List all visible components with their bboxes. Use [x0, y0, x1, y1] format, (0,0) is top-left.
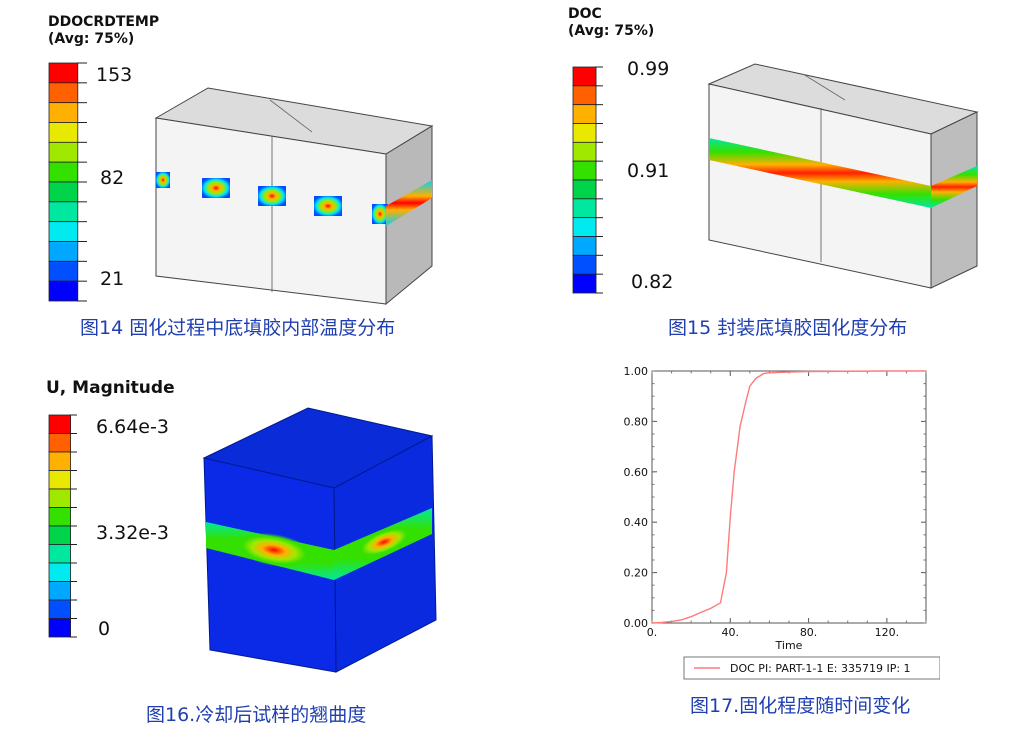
fig14-caption: 图14 固化过程中底填胶内部温度分布	[80, 317, 396, 339]
fig14-tick-min: 21	[100, 268, 125, 290]
colorbar-segment	[572, 123, 597, 143]
x-tick-label: 40.	[722, 626, 740, 639]
colorbar-segment	[48, 433, 72, 453]
x-axis-label: Time	[775, 639, 803, 652]
fig16-caption: 图16.冷却后试样的翘曲度	[146, 704, 367, 726]
colorbar-segment	[572, 198, 597, 219]
fig15-tick-mid: 0.91	[627, 160, 670, 182]
fig15-tick-min: 0.82	[631, 271, 674, 293]
fig15-side-band	[931, 166, 977, 208]
fig17-panel: 0.00 0.20 0.40 0.60 0.80 1.00 0. 40. 80. 120. Time…	[510, 345, 1025, 738]
colorbar-segment	[48, 141, 79, 163]
fig15-tick-max: 0.99	[627, 58, 670, 80]
fig16-model	[202, 407, 437, 673]
fig14-hotspot	[156, 172, 170, 188]
fig15-model	[707, 63, 979, 289]
colorbar-segment	[572, 160, 597, 181]
fig17-caption: 图17.固化程度随时间变化	[690, 695, 911, 717]
x-tick-label: 80.	[800, 626, 818, 639]
y-tick-label: 0.40	[624, 516, 649, 529]
colorbar-segment	[48, 525, 72, 545]
colorbar-segment	[48, 201, 79, 223]
colorbar-segment	[48, 280, 79, 302]
fig14-tick-max: 153	[96, 64, 133, 86]
fig14-hotspot	[314, 196, 342, 216]
y-tick-label: 1.00	[624, 365, 649, 378]
colorbar-segment	[48, 599, 72, 619]
fig16-legend-title: U, Magnitude	[46, 378, 175, 398]
colorbar-segment	[48, 62, 79, 84]
colorbar-segment	[572, 236, 597, 256]
colorbar-segment	[572, 85, 597, 106]
fig14-panel: DDOCRDTEMP (Avg: 75%) 153 82 21	[0, 0, 510, 345]
colorbar-segment	[48, 507, 72, 527]
fig16-hotspot-front	[234, 532, 314, 568]
colorbar-segment	[48, 470, 72, 490]
colorbar-segment	[48, 102, 79, 123]
colorbar-segment	[48, 181, 79, 203]
colorbar-segment	[48, 82, 79, 104]
fig14-legend-title: DDOCRDTEMP (Avg: 75%)	[48, 14, 159, 48]
y-tick-label: 0.60	[624, 466, 649, 479]
colorbar-segment	[48, 581, 72, 601]
colorbar-segment	[48, 260, 79, 282]
fig14-legend-name: DDOCRDTEMP	[48, 14, 160, 30]
fig14-tick-mid: 82	[100, 167, 125, 189]
y-tick-label: 0.20	[624, 567, 649, 580]
colorbar-segment	[48, 562, 72, 582]
series-line	[651, 370, 926, 624]
fig16-tick-max: 6.64e-3	[96, 416, 169, 438]
colorbar-segment	[572, 273, 597, 294]
y-tick-label: 0.80	[624, 415, 649, 428]
x-tick-label: 0.	[647, 626, 658, 639]
fig15-band	[709, 138, 931, 208]
colorbar-segment	[572, 179, 597, 200]
fig14-hotspot	[202, 178, 230, 198]
colorbar-segment	[48, 414, 72, 434]
fig14-hotspot	[258, 186, 286, 206]
legend-box	[683, 656, 940, 680]
plot-frame	[651, 370, 927, 624]
colorbar-segment	[572, 141, 597, 162]
fig14-legend-avg: (Avg: 75%)	[48, 30, 135, 47]
colorbar-segment	[48, 544, 72, 564]
fig14-hotspot	[372, 204, 388, 224]
fig17-chart: 0.00 0.20 0.40 0.60 0.80 1.00 0. 40. 80. 120. Time…	[624, 365, 940, 680]
fig16-hotspot-side	[355, 526, 413, 558]
fig14-side-band	[386, 180, 432, 226]
legend-label: DOC PI: PART-1-1 E: 335719 IP: 1	[730, 662, 911, 675]
fig14-colorbar	[48, 62, 87, 302]
fig15-panel: DOC (Avg: 75%) 0.99 0.91 0.82 图15 封装底填胶固…	[510, 0, 1025, 345]
colorbar-segment	[572, 217, 597, 237]
colorbar-segment	[572, 104, 597, 124]
colorbar-segment	[48, 451, 72, 471]
fig16-tick-min: 0	[98, 618, 111, 640]
y-tick-label: 0.00	[624, 617, 649, 630]
colorbar-segment	[48, 221, 79, 242]
colorbar-segment	[48, 241, 79, 262]
colorbar-segment	[572, 66, 597, 87]
colorbar-segment	[572, 254, 597, 275]
fig16-panel: U, Magnitude 6.64e-3 3.32e-3 0	[0, 360, 510, 738]
colorbar-segment	[48, 618, 72, 638]
colorbar-segment	[48, 488, 72, 508]
colorbar-segment	[48, 122, 79, 143]
fig14-model	[154, 87, 434, 306]
fig15-legend-avg: (Avg: 75%)	[568, 22, 655, 39]
colorbar-segment	[48, 161, 79, 183]
fig15-legend-title: DOC (Avg: 75%)	[568, 6, 654, 40]
fig16-tick-mid: 3.32e-3	[96, 522, 169, 544]
fig15-legend-name: DOC	[568, 6, 602, 22]
x-tick-label: 120.	[875, 626, 900, 639]
fig16-colorbar	[48, 414, 77, 638]
fig15-caption: 图15 封装底填胶固化度分布	[668, 317, 908, 339]
fig15-colorbar	[572, 66, 603, 294]
